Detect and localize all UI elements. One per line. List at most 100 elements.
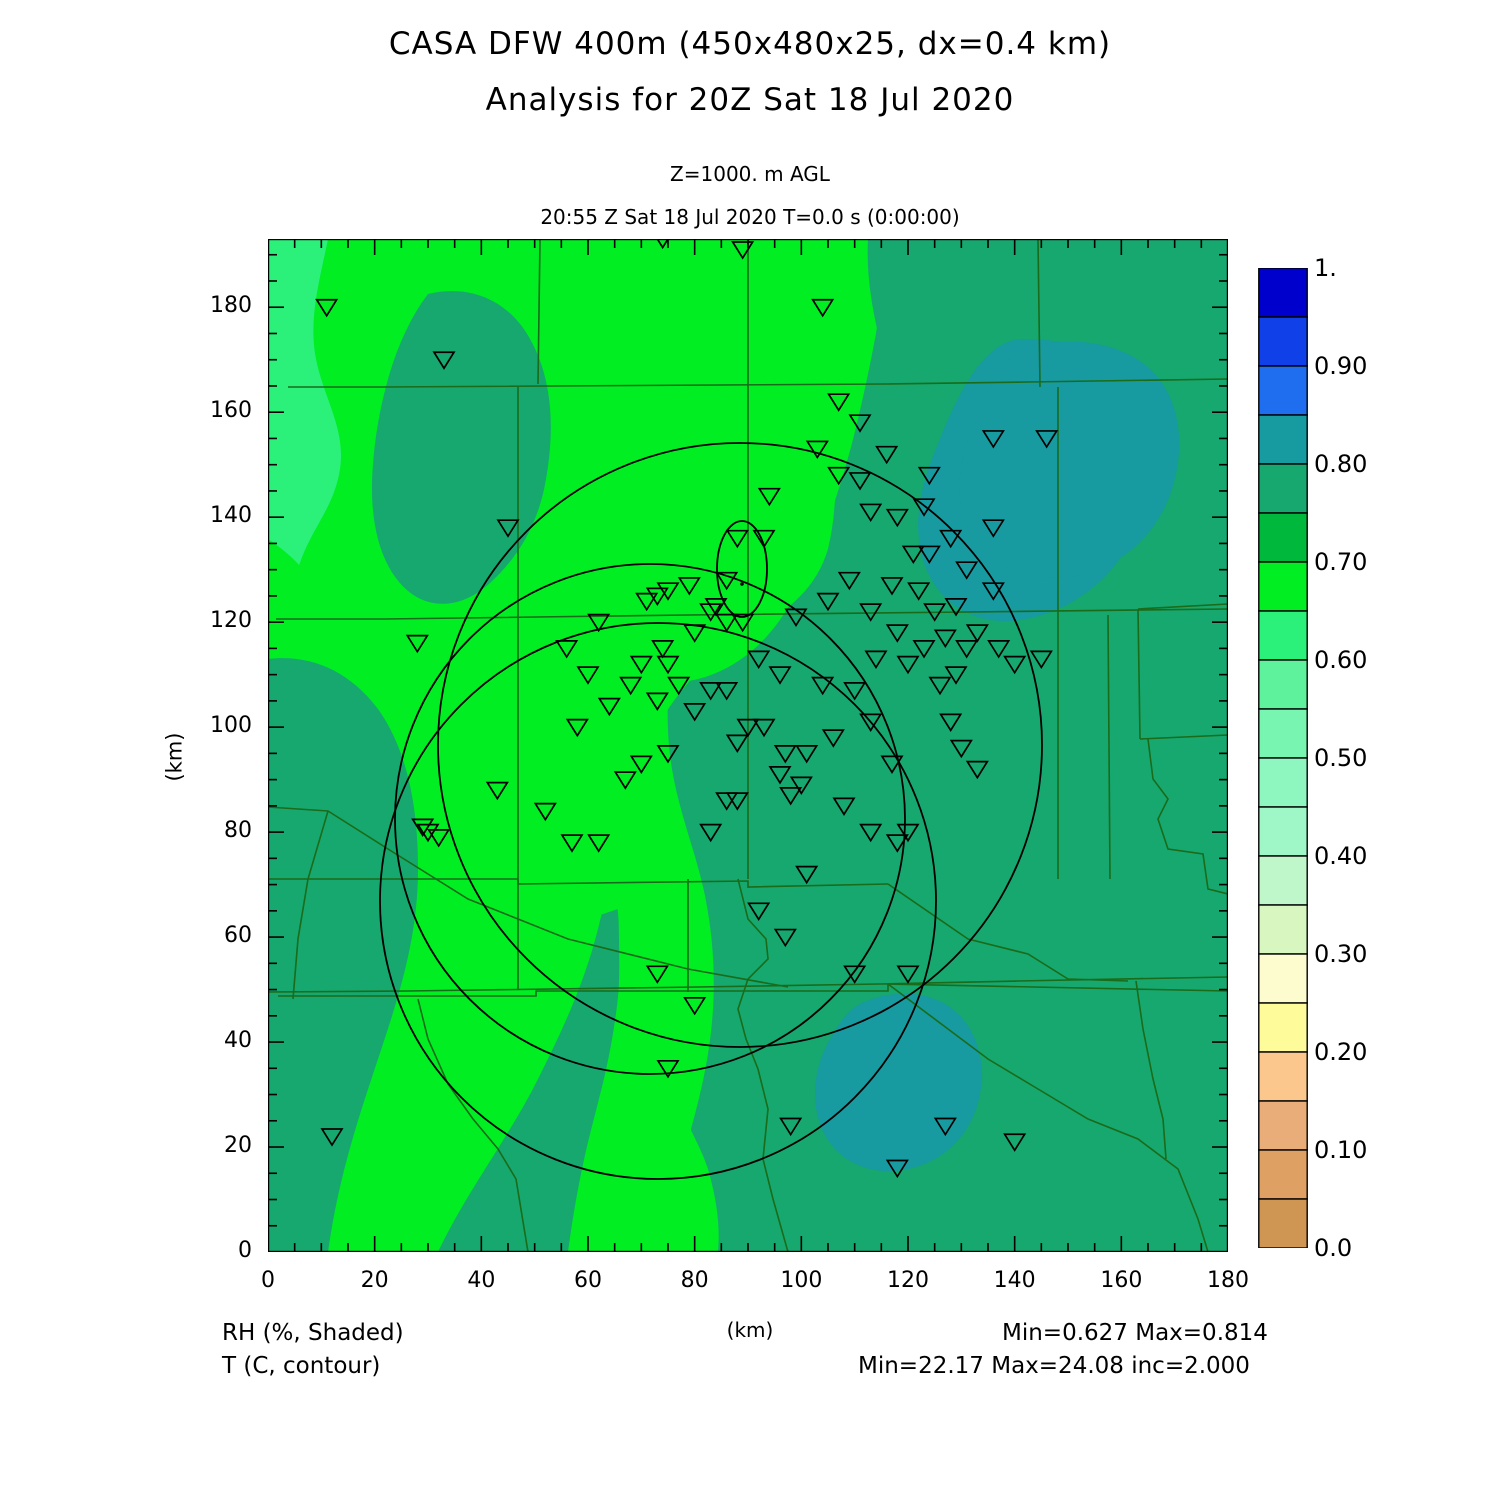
shaded-field-label: RH (%, Shaded) (222, 1320, 404, 1346)
station-triangle-icon (837, 571, 861, 591)
station-triangle-icon (955, 640, 979, 659)
colorbar-band (1258, 1149, 1308, 1200)
colorbar-tick-label: 0.40 (1314, 842, 1368, 870)
station-triangle-icon (699, 823, 723, 843)
colorbar-band (1258, 953, 1308, 1004)
station-triangle-icon (736, 718, 760, 738)
station-triangle-icon (832, 797, 856, 816)
station-triangle-icon (912, 640, 936, 659)
x-tick-label: 0 (261, 1268, 275, 1293)
colorbar-tick-label: 0.10 (1314, 1136, 1368, 1164)
x-tick-label: 120 (887, 1268, 929, 1293)
colorbar-band (1258, 512, 1308, 563)
station-triangle-icon (645, 587, 669, 607)
station-triangle-icon (779, 1117, 803, 1137)
station-triangle-icon (731, 241, 755, 260)
station-triangle-icon (555, 640, 579, 659)
station-triangle-icon (880, 577, 904, 596)
colorbar-tick-label: 0.50 (1314, 744, 1368, 772)
station-triangle-icon (725, 734, 749, 753)
colorbar-band (1258, 1002, 1308, 1053)
y-tick-label: 180 (210, 293, 252, 319)
station-triangle-icon (875, 445, 899, 465)
station-triangle-icon (805, 440, 829, 460)
page-title-line2: Analysis for 20Z Sat 18 Jul 2020 (485, 82, 1015, 118)
colorbar-band (1258, 659, 1308, 710)
colorbar-band (1258, 1051, 1308, 1102)
colorbar-tick-label: 0.30 (1314, 940, 1368, 968)
station-triangle-icon (885, 834, 909, 853)
station-triangle-icon (731, 613, 755, 633)
station-triangle-icon (784, 608, 808, 628)
colorbar-tick-label: 0.70 (1314, 548, 1368, 576)
station-triangle-icon (496, 519, 520, 538)
y-tick-label: 120 (210, 608, 252, 634)
station-triangle-icon (896, 823, 920, 843)
station-triangle-icon (843, 965, 867, 984)
station-triangle-icon (656, 1059, 680, 1079)
station-triangle-icon (933, 1117, 957, 1137)
station-triangle-icon (651, 640, 675, 659)
station-triangle-icon (811, 298, 835, 318)
station-triangle-icon (811, 676, 835, 696)
station-triangle-icon (629, 755, 653, 774)
station-triangle-icon (560, 834, 584, 853)
station-triangle-icon (613, 771, 637, 790)
station-triangle-icon (656, 582, 680, 601)
colorbar-band (1258, 904, 1308, 955)
station-marker-layer (315, 239, 1059, 1179)
station-triangle-icon (859, 603, 883, 622)
subtitle-time: 20:55 Z Sat 18 Jul 2020 T=0.0 s (0:00:00… (540, 205, 960, 229)
station-triangle-icon (939, 529, 963, 549)
radar-ring-south (379, 622, 937, 1180)
station-triangle-icon (768, 666, 792, 685)
colorbar-band (1258, 610, 1308, 661)
station-triangle-icon (533, 802, 557, 822)
station-triangle-icon (619, 676, 643, 696)
station-triangle-icon (933, 629, 957, 649)
x-tick-label: 160 (1100, 1268, 1143, 1293)
temperature-contour (716, 520, 768, 618)
colorbar[interactable] (1258, 267, 1308, 1249)
colorbar-band (1258, 1100, 1308, 1151)
station-triangle-icon (752, 529, 776, 549)
station-triangle-icon (987, 640, 1011, 659)
colorbar-band (1258, 855, 1308, 906)
station-triangle-icon (667, 676, 691, 696)
radar-ring-north (437, 442, 1043, 1048)
station-triangle-icon (773, 928, 797, 948)
y-axis-title: (km) (162, 732, 187, 782)
subtitle-level: Z=1000. m AGL (670, 162, 830, 186)
x-tick-label: 100 (780, 1268, 823, 1293)
station-triangle-icon (944, 598, 968, 617)
station-triangle-icon (587, 613, 611, 633)
station-triangle-icon (416, 823, 440, 843)
station-triangle-icon (885, 1159, 909, 1179)
plot-area[interactable] (268, 239, 1228, 1252)
station-triangle-icon (795, 745, 819, 764)
station-triangle-icon (1003, 1133, 1027, 1152)
station-triangle-icon (315, 298, 339, 318)
station-triangle-icon (485, 781, 509, 801)
station-triangle-icon (597, 697, 621, 717)
station-triangle-icon (629, 655, 653, 675)
contour-stats: Min=22.17 Max=24.08 inc=2.000 (858, 1353, 1250, 1379)
colorbar-tick-label: 1. (1314, 254, 1337, 282)
station-triangle-icon (981, 582, 1005, 601)
station-triangle-icon (683, 996, 707, 1016)
station-triangle-icon (928, 676, 952, 696)
station-triangle-icon (427, 829, 451, 848)
station-triangle-icon (683, 624, 707, 643)
radar-coverage-rings (379, 442, 1043, 1180)
station-triangle-icon (789, 776, 813, 795)
x-tick-label: 40 (467, 1268, 496, 1293)
colorbar-band (1258, 1198, 1308, 1249)
station-triangle-icon (768, 766, 792, 785)
station-triangle-icon (816, 592, 840, 612)
station-triangle-icon (917, 466, 941, 486)
y-tick-label: 140 (210, 503, 252, 529)
county-boundaries (268, 239, 1228, 1252)
station-triangle-icon (645, 965, 669, 984)
station-triangle-icon (885, 508, 909, 528)
colorbar-tick-label: 0.90 (1314, 352, 1368, 380)
